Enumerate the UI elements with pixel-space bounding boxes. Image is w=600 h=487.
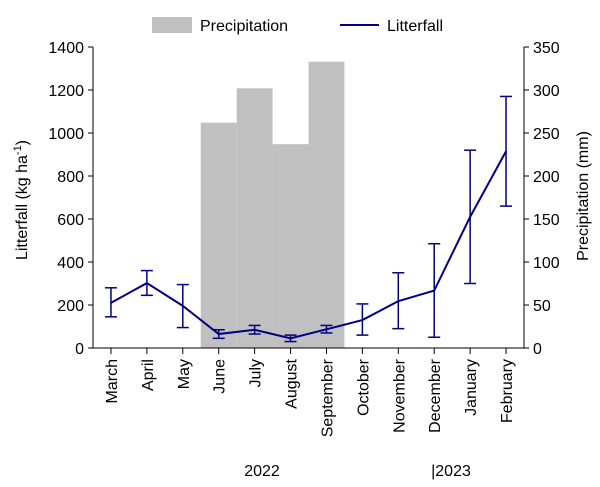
x-tick-label-february: February <box>499 359 516 423</box>
precipitation-bar-september <box>308 61 345 349</box>
x-tick-label-january: January <box>463 359 480 416</box>
x-tick-label-august: August <box>284 358 301 408</box>
litterfall-line <box>110 150 507 340</box>
right-tick-label-50: 50 <box>533 298 551 315</box>
precipitation-bars <box>200 61 345 349</box>
left-tick-label-1400: 1400 <box>48 40 84 57</box>
left-tick-label-200: 200 <box>57 298 84 315</box>
legend-precipitation-swatch <box>152 17 192 33</box>
x-tick-label-november: November <box>391 358 408 432</box>
right-axis-title: Precipitation (mm) <box>575 131 592 261</box>
x-tick-label-april: April <box>140 359 157 391</box>
litterfall-line-group <box>110 150 507 340</box>
right-tick-label-150: 150 <box>533 212 560 229</box>
x-tick-label-september: September <box>319 358 336 437</box>
left-tick-label-400: 400 <box>57 255 84 272</box>
right-tick-label-200: 200 <box>533 169 560 186</box>
left-axis-title-close: ) <box>14 140 31 145</box>
right-tick-label-300: 300 <box>533 83 560 100</box>
left-axis-title-main: Litterfall (kg ha <box>14 155 31 260</box>
x-tick-label-december: December <box>427 358 444 432</box>
left-tick-label-600: 600 <box>57 212 84 229</box>
x-tick-label-may: May <box>176 359 193 389</box>
x-tick-label-october: October <box>355 358 372 416</box>
left-tick-label-1200: 1200 <box>48 83 84 100</box>
left-tick-label-0: 0 <box>75 341 84 358</box>
left-tick-label-1000: 1000 <box>48 126 84 143</box>
x-tick-label-june: June <box>212 359 229 394</box>
precipitation-bar-july <box>236 88 273 348</box>
legend-precipitation-label: Precipitation <box>200 18 288 35</box>
year-label-2022: 2022 <box>244 463 280 480</box>
right-tick-label-250: 250 <box>533 126 560 143</box>
legend-litterfall-label: Litterfall <box>387 18 443 35</box>
right-tick-label-100: 100 <box>533 255 560 272</box>
axes <box>92 47 525 349</box>
right-tick-label-350: 350 <box>533 40 560 57</box>
left-tick-label-800: 800 <box>57 169 84 186</box>
precipitation-bar-august <box>272 144 309 348</box>
left-axis-title-superscript: -1 <box>12 145 24 155</box>
x-tick-label-march: March <box>104 359 121 403</box>
year-label-2023: |2023 <box>431 463 471 480</box>
precipitation-bar-june <box>200 122 237 349</box>
x-tick-label-july: July <box>248 359 265 387</box>
right-tick-label-0: 0 <box>533 341 542 358</box>
legend: Precipitation Litterfall <box>152 17 443 35</box>
left-axis-title: Litterfall (kg ha-1) <box>12 140 31 260</box>
axis-ticks: 0 200 400 600 800 1000 1200 1400 0 50 100 150 200 250… <box>48 40 559 437</box>
